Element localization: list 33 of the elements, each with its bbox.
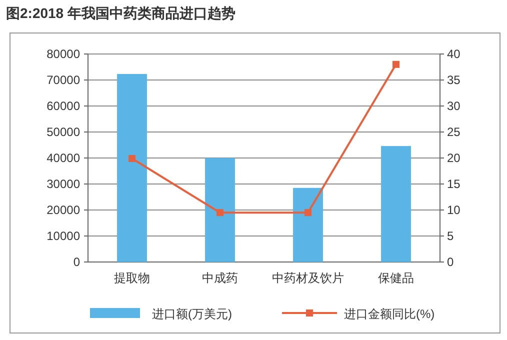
- y-tick-label: 70000: [46, 73, 80, 87]
- y2-tick-label: 5: [447, 229, 454, 243]
- y-tick-label: 30000: [46, 177, 80, 191]
- y2-tick-label: 15: [447, 177, 461, 191]
- point: [128, 155, 136, 162]
- y-tick-label: 40000: [46, 151, 80, 165]
- y2-tick-label: 35: [447, 73, 461, 87]
- legend-label: 进口金额同比(%): [344, 307, 435, 321]
- x-tick-label: 保健品: [378, 271, 414, 285]
- point: [392, 60, 400, 68]
- y-tick-label: 50000: [46, 125, 80, 139]
- bar: [293, 188, 323, 262]
- x-tick-label: 中成药: [202, 271, 238, 285]
- y-tick-label: 0: [73, 255, 80, 269]
- x-tick-label: 中药材及饮片: [272, 271, 344, 285]
- y2-tick-label: 25: [447, 125, 461, 139]
- chart-title: 图2:2018 年我国中药类商品进口趋势: [6, 5, 236, 21]
- legend-label: 进口额(万美元): [152, 307, 232, 321]
- bar: [381, 146, 411, 262]
- y-tick-label: 10000: [46, 229, 80, 243]
- y-tick-label: 20000: [46, 203, 80, 217]
- y-tick-label: 60000: [46, 99, 80, 113]
- y-tick-label: 80000: [46, 47, 80, 61]
- y2-tick-label: 0: [447, 255, 454, 269]
- bar: [205, 158, 235, 262]
- y2-tick-label: 40: [447, 47, 461, 61]
- point: [216, 209, 224, 216]
- y2-tick-label: 10: [447, 203, 461, 217]
- x-tick-label: 提取物: [114, 271, 150, 285]
- y2-tick-label: 20: [447, 151, 461, 165]
- bar: [117, 74, 147, 262]
- y2-tick-label: 30: [447, 99, 461, 113]
- point: [304, 209, 312, 216]
